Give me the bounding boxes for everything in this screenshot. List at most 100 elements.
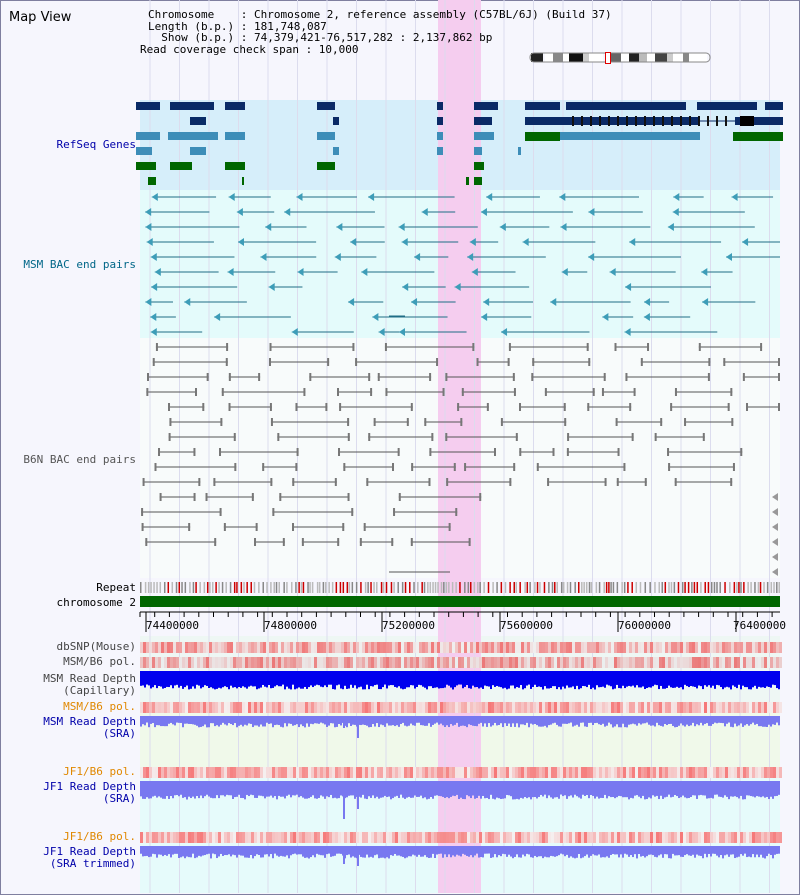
jf1-depth-bar	[312, 781, 314, 796]
repeat-mark	[583, 582, 585, 593]
track-label-refseq-genes[interactable]: RefSeq Genes	[56, 138, 136, 151]
jf1-pol-cell	[200, 767, 203, 778]
msm-pol2-cell	[728, 702, 731, 713]
jf1-trim-depth-bar	[402, 846, 404, 857]
chromosome-position-marker[interactable]	[605, 52, 611, 64]
gene-exon	[689, 116, 691, 126]
b6n-bac-end	[159, 493, 162, 501]
repeat-mark	[307, 582, 309, 593]
b6n-bac-end	[221, 388, 224, 396]
msm-pol2-cell	[176, 702, 179, 713]
jf1-pol2-cell	[422, 832, 425, 843]
msm-sra-depth-bar	[410, 716, 412, 724]
msm-pol2-cell	[752, 702, 755, 713]
msm-sra-depth-bar	[186, 716, 188, 724]
repeat-mark	[487, 582, 490, 593]
jf1-pol-cell	[353, 767, 356, 778]
repeat-mark	[199, 582, 201, 593]
msm-pol-cell	[155, 657, 158, 668]
msm-sra-depth-bar	[644, 716, 646, 724]
repeat-mark	[367, 582, 369, 593]
msm-pol-cell	[179, 657, 182, 668]
msm-cap-depth-bar	[488, 671, 490, 687]
jf1-trim-depth-bar	[514, 846, 516, 857]
msm-sra-depth-bar	[316, 716, 318, 724]
msm-sra-depth-bar	[702, 716, 704, 726]
jf1-trim-depth-bar	[486, 846, 488, 854]
msm-sra-depth-bar	[412, 716, 414, 726]
jf1-pol2-cell	[467, 832, 470, 843]
jf1-trim-depth-bar	[762, 846, 764, 858]
repeat-mark	[167, 582, 170, 593]
chromosome-bar	[140, 596, 780, 607]
msm-cap-depth-bar	[438, 671, 440, 689]
msm-pol2-cell	[437, 702, 440, 713]
jf1-depth-bar	[670, 781, 672, 798]
track-label-msm-bac[interactable]: MSM BAC end pairs	[23, 258, 136, 271]
repeat-mark	[258, 582, 260, 593]
msm-pol2-cell	[488, 702, 491, 713]
msm-cap-depth-bar	[586, 671, 588, 688]
jf1-depth-bar	[662, 781, 664, 799]
jf1-depth-bar	[300, 781, 302, 797]
b6n-bac-end	[269, 343, 272, 351]
msm-cap-depth-bar	[170, 671, 172, 686]
jf1-depth-bar	[188, 781, 190, 797]
msm-pol-cell	[236, 657, 239, 668]
jf1-depth-bar	[310, 781, 312, 797]
jf1-trim-depth-bar	[698, 846, 700, 856]
jf1-trim-depth-bar	[216, 846, 218, 859]
msm-pol-cell	[536, 657, 539, 668]
msm-cap-depth-bar	[284, 671, 286, 690]
refseq-gene	[333, 147, 339, 155]
msm-cap-depth-bar	[166, 671, 168, 687]
track-label-b6n-bac[interactable]: B6N BAC end pairs	[23, 453, 136, 466]
b6n-bac-end	[631, 433, 634, 441]
jf1-pol2-cell	[500, 832, 503, 843]
jf1-pol2-cell	[212, 832, 215, 843]
jf1-pol2-cell	[515, 832, 518, 843]
b6n-bac-end	[461, 388, 464, 396]
msm-cap-depth-bar	[678, 671, 680, 688]
msm-cap-depth-bar	[232, 671, 234, 688]
msm-sra-depth-bar	[346, 716, 348, 728]
jf1-pol-cell	[665, 767, 668, 778]
repeat-mark	[397, 582, 399, 593]
msm-pol-cell	[251, 657, 254, 668]
msm-pol-cell	[173, 657, 176, 668]
msm-cap-depth-bar	[696, 671, 698, 689]
msm-sra-depth-bar	[624, 716, 626, 728]
dbsnp-cell	[284, 642, 287, 653]
jf1-depth-bar	[642, 781, 644, 796]
b6n-bac-end	[155, 343, 158, 351]
jf1-trim-depth-bar	[408, 846, 410, 857]
jf1-depth-bar	[406, 781, 408, 798]
refseq-gene	[474, 147, 482, 155]
msm-pol-cell	[395, 657, 398, 668]
jf1-trim-depth-bar	[212, 846, 214, 854]
dbsnp-cell	[503, 642, 506, 653]
b6n-bac-end	[586, 343, 589, 351]
jf1-pol-cell	[620, 767, 623, 778]
msm-cap-depth-bar	[220, 671, 222, 689]
refseq-gene	[474, 117, 492, 125]
msm-pol2-cell	[509, 702, 512, 713]
repeat-mark	[483, 582, 485, 593]
jf1-pol-cell	[374, 767, 377, 778]
jf1-trim-depth-bar	[316, 846, 318, 854]
msm-pol-cell	[392, 657, 395, 668]
jf1-pol2-cell	[668, 832, 671, 843]
repeat-mark	[159, 582, 162, 593]
msm-pol2-cell	[413, 702, 416, 713]
msm-bac-end	[454, 283, 461, 291]
jf1-pol2-cell	[707, 832, 710, 843]
msm-pol-cell	[725, 657, 728, 668]
msm-pol-cell	[647, 657, 650, 668]
show-line: Show (b.p.) : 74,379,421-76,517,282 : 2,…	[148, 31, 493, 44]
jf1-pol-cell	[686, 767, 689, 778]
b6n-bac-end	[552, 448, 555, 456]
jf1-pol-cell	[689, 767, 692, 778]
jf1-pol2-cell	[437, 832, 440, 843]
jf1-pol2-cell	[623, 832, 626, 843]
